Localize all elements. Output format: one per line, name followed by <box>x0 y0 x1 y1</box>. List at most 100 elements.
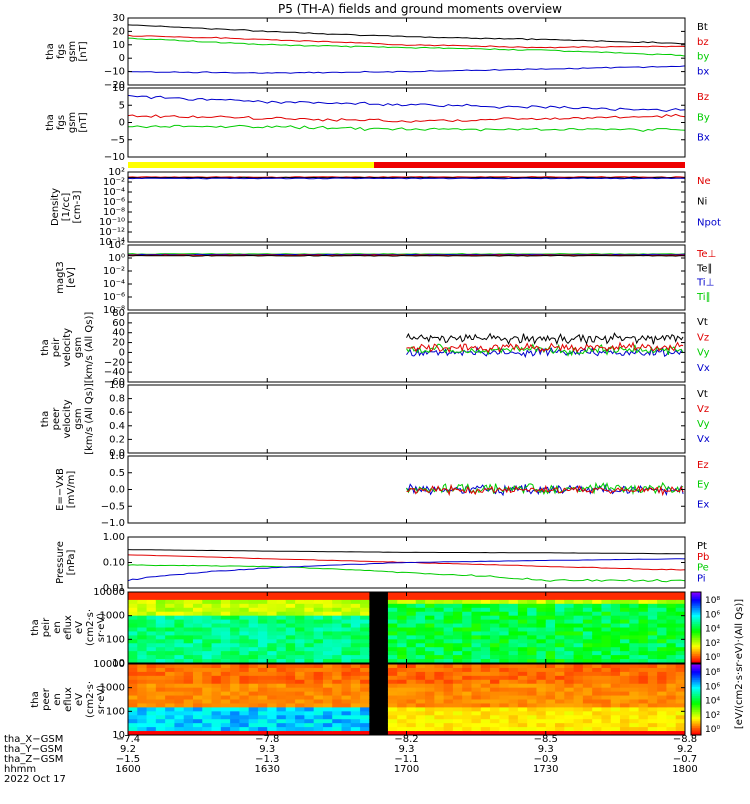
spectrogram-cell <box>657 703 667 708</box>
spectrogram-cell <box>350 659 361 664</box>
spectrogram-cell <box>415 671 426 677</box>
spectrogram-cell <box>350 607 361 613</box>
spectrogram-cell <box>211 599 222 605</box>
spectrogram-cell <box>332 623 343 628</box>
spectrogram-cell <box>536 615 547 621</box>
spectrogram-cell <box>620 711 630 716</box>
spectrogram-cell <box>406 635 417 640</box>
spectrogram-cell <box>666 679 677 685</box>
spectrogram-cell <box>332 619 343 625</box>
spectrogram-cell <box>490 615 500 621</box>
colorbar-cell <box>691 609 701 613</box>
spectrogram-cell <box>462 611 472 617</box>
spectrogram-cell <box>239 695 250 700</box>
spectrogram-cell <box>592 603 602 609</box>
spectrogram-cell <box>183 703 194 708</box>
colorbar-cell <box>691 661 701 664</box>
spectrogram-cell <box>620 683 630 689</box>
spectrogram-cell <box>527 687 537 693</box>
spectrogram-cell <box>406 711 417 716</box>
spectrogram-cell <box>406 671 417 677</box>
colorbar-cell <box>691 727 701 731</box>
spectrogram-cell <box>601 679 612 685</box>
spectrogram-cell <box>285 595 296 601</box>
spectrogram-cell <box>610 619 621 625</box>
spectrogram-cell <box>601 671 612 677</box>
spectrogram-cell <box>267 627 278 632</box>
colorbar-cell <box>691 654 701 657</box>
spectrogram-cell <box>517 695 528 700</box>
colorbar-tick-label: 10⁸ <box>705 596 720 606</box>
spectrogram-cell <box>230 599 240 605</box>
spectrogram-cell <box>452 651 463 656</box>
spectrogram-cell <box>508 595 519 601</box>
spectrogram-cell <box>285 619 296 625</box>
spectrogram-cell <box>434 667 445 673</box>
spectrogram-cell <box>629 639 640 644</box>
spectrogram-cell <box>174 679 185 685</box>
spectrogram-cell <box>620 627 630 632</box>
spectrogram-cell <box>174 627 185 632</box>
colorbar-cell <box>691 683 701 686</box>
spectrogram-cell <box>285 727 296 732</box>
spectrogram-cell <box>183 599 194 605</box>
spectrogram-cell <box>647 631 658 636</box>
series-line <box>127 177 686 180</box>
spectrogram-cell <box>517 671 528 677</box>
spectrogram-cell <box>128 723 138 728</box>
spectrogram-cell <box>387 611 398 617</box>
spectrogram-cell <box>322 651 333 656</box>
spectrogram-cell <box>638 595 649 601</box>
spectrogram-cell <box>285 611 296 617</box>
spectrogram-cell <box>267 679 278 685</box>
spectrogram-cell <box>313 731 324 736</box>
spectrogram-cell <box>555 607 565 613</box>
spectrogram-cell <box>183 619 194 625</box>
spectrogram-cell <box>137 631 148 636</box>
spectrogram-cell <box>295 607 305 613</box>
colorbar-cell <box>691 664 701 667</box>
spectrogram-cell <box>128 731 138 736</box>
x-axis-value: 1630 <box>255 764 280 775</box>
spectrogram-cell <box>332 715 343 720</box>
spectrogram-cell <box>192 687 203 693</box>
spectrogram-cell <box>555 592 565 597</box>
spectrogram-cell <box>434 683 445 689</box>
spectrogram-cell <box>527 619 537 625</box>
colorbar-cell <box>691 672 701 676</box>
y-tick-label: 20 <box>112 26 125 37</box>
spectrogram-cell <box>332 667 343 673</box>
spectrogram-cell <box>471 664 482 669</box>
spectrogram-cell <box>564 707 575 712</box>
spectrogram-cell <box>128 631 138 636</box>
spectrogram-cell <box>313 679 324 685</box>
spectrogram-cell <box>174 599 185 605</box>
spectrogram-cell <box>220 635 231 640</box>
spectrogram-cell <box>434 639 445 644</box>
spectrogram-cell <box>295 635 305 640</box>
spectrogram-cell <box>499 615 510 621</box>
spectrogram-cell <box>397 647 407 652</box>
spectrogram-cell <box>257 655 268 660</box>
spectrogram-cell <box>499 727 510 732</box>
spectrogram-cell <box>295 631 305 636</box>
legend-entry: Bx <box>697 133 710 144</box>
spectrogram-cell <box>360 595 370 601</box>
spectrogram-cell <box>146 607 157 613</box>
colorbar-cell <box>691 687 701 690</box>
spectrogram-cell <box>397 691 407 697</box>
spectrogram-cell <box>239 667 250 673</box>
spectrogram-cell <box>647 723 658 728</box>
spectrogram-cell <box>257 659 268 664</box>
spectrogram-cell <box>211 635 222 640</box>
spectrogram-cell <box>192 727 203 732</box>
colorbar-cell <box>691 679 701 683</box>
spectrogram-cell <box>295 655 305 660</box>
spectrogram-cell <box>610 643 621 648</box>
spectrogram-cell <box>146 699 157 704</box>
spectrogram-cell <box>573 635 584 640</box>
colorbar-cell <box>691 703 701 706</box>
spectrogram-cell <box>332 651 343 656</box>
spectrogram-cell <box>276 651 287 656</box>
